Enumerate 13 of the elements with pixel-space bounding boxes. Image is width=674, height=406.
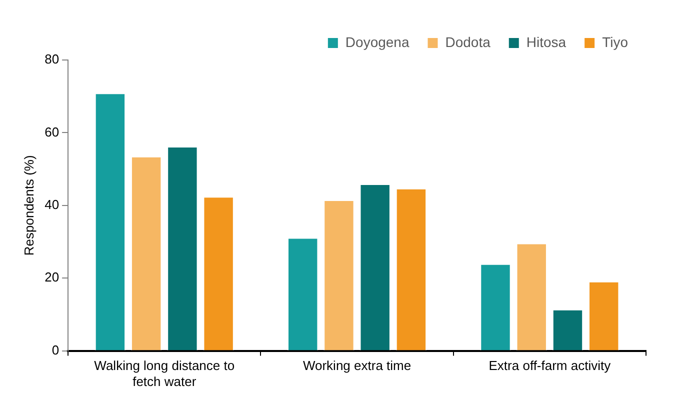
x-tick-label: Walking long distance to fetch water <box>94 358 235 389</box>
y-tick-label: 20 <box>44 270 60 285</box>
y-tick-label: 40 <box>44 196 60 212</box>
y-tick-label: 60 <box>44 124 60 140</box>
y-tick-label: 80 <box>44 52 60 67</box>
legend-label: Doyogena <box>345 34 410 50</box>
x-tick-label: Working extra time <box>302 358 412 374</box>
y-tick-label: 0 <box>52 342 60 358</box>
legend-label: Tiyo <box>602 34 628 50</box>
legend-label: Dodota <box>445 34 491 50</box>
y-axis-title: Respondents (%) <box>21 155 36 256</box>
legend-label: Hitosa <box>526 34 566 50</box>
x-tick-label: Extra off-farm activity <box>488 358 612 374</box>
